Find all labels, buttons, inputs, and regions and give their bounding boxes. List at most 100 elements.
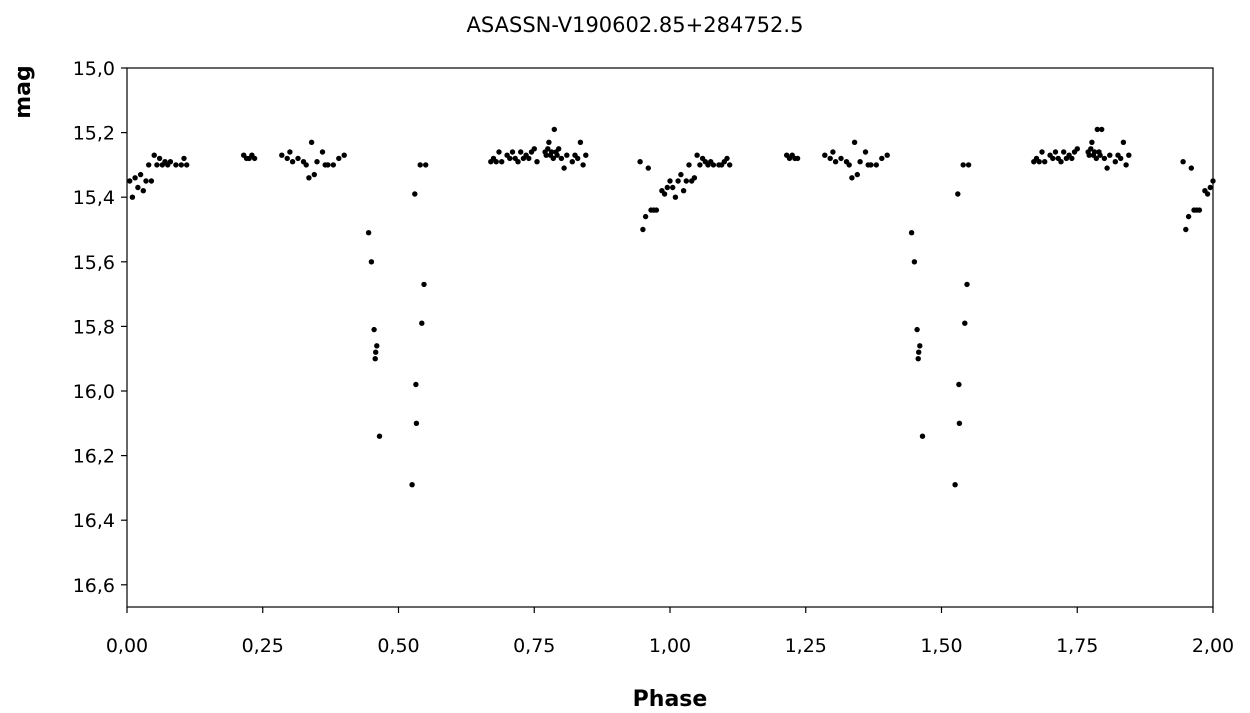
data-point <box>1052 149 1059 155</box>
data-point <box>561 165 567 171</box>
y-tick-label: 15,4 <box>73 187 115 209</box>
data-point <box>554 152 560 158</box>
data-point <box>637 159 643 165</box>
data-point <box>911 259 918 265</box>
data-point <box>1094 126 1101 133</box>
data-point <box>564 152 570 158</box>
data-point <box>368 259 375 265</box>
y-tick-label: 15,0 <box>73 58 115 80</box>
data-point <box>531 146 537 152</box>
data-point <box>873 162 879 168</box>
data-point <box>1207 184 1214 191</box>
data-point <box>154 162 160 168</box>
data-point <box>507 155 513 162</box>
data-point <box>683 178 689 184</box>
data-point <box>794 155 801 162</box>
data-point <box>509 149 516 155</box>
data-series <box>127 126 1216 488</box>
x-axis: 0,00 0,25 0,50 0,75 1,00 1,25 1,50 1,75 2,00 <box>106 607 1234 657</box>
data-point <box>371 326 377 333</box>
data-point <box>545 146 551 152</box>
y-tick-label: 16,4 <box>73 510 115 532</box>
data-point <box>583 152 589 158</box>
data-point <box>1126 152 1132 158</box>
data-point <box>1050 155 1056 162</box>
data-point <box>642 213 649 220</box>
data-point <box>135 184 141 191</box>
y-tick-label: 16,6 <box>73 575 115 597</box>
data-point <box>151 152 157 158</box>
data-point <box>1196 207 1203 213</box>
data-point <box>365 230 372 236</box>
data-point <box>846 162 852 168</box>
data-point <box>295 155 301 162</box>
y-axis: 15,0 15,2 15,4 15,6 15,8 16,0 16,2 16,4 16,6 <box>73 58 127 597</box>
data-point <box>1086 152 1092 158</box>
data-point <box>1061 149 1067 155</box>
data-point <box>1188 165 1195 171</box>
data-point <box>1089 139 1095 145</box>
data-point <box>710 162 717 168</box>
data-point <box>1036 159 1042 165</box>
data-point <box>306 175 312 181</box>
data-point <box>534 159 540 165</box>
data-point <box>543 152 549 158</box>
x-tick-label: 0,75 <box>513 635 555 657</box>
data-point <box>143 178 149 184</box>
data-point <box>499 159 505 165</box>
data-point <box>284 155 290 162</box>
data-point <box>965 162 972 168</box>
data-point <box>413 381 419 388</box>
data-point <box>857 159 863 165</box>
data-point <box>412 191 418 197</box>
data-point <box>146 162 152 168</box>
data-point <box>1091 149 1098 155</box>
data-point <box>832 159 839 165</box>
data-point <box>915 356 921 362</box>
data-point <box>127 178 133 184</box>
y-tick-label: 15,6 <box>73 252 115 274</box>
data-point <box>173 162 179 168</box>
data-point <box>678 171 684 178</box>
data-point <box>1104 165 1110 171</box>
data-point <box>1107 152 1113 158</box>
y-axis-title: mag <box>11 65 36 119</box>
data-point <box>1099 126 1105 133</box>
data-point <box>319 149 326 155</box>
data-point <box>827 155 833 162</box>
data-point <box>423 162 429 168</box>
data-point <box>849 175 855 181</box>
data-point <box>727 162 733 168</box>
data-point <box>916 349 922 355</box>
data-point <box>178 162 184 168</box>
data-point <box>1210 178 1216 184</box>
data-point <box>289 159 296 165</box>
data-point <box>862 149 869 155</box>
data-point <box>868 162 874 168</box>
y-tick-label: 16,0 <box>73 381 115 403</box>
data-point <box>680 188 687 194</box>
data-point <box>1074 146 1081 152</box>
data-point <box>1069 155 1075 162</box>
data-point <box>1123 162 1129 168</box>
data-point <box>137 171 144 178</box>
data-point <box>181 155 187 162</box>
data-point <box>341 152 347 158</box>
data-point <box>336 155 342 162</box>
data-point <box>830 149 836 155</box>
data-point <box>697 162 703 168</box>
data-point <box>675 178 681 184</box>
data-point <box>374 343 380 349</box>
x-tick-label: 1,75 <box>1056 635 1098 657</box>
data-point <box>526 155 532 162</box>
data-point <box>493 159 499 165</box>
data-point <box>908 230 915 236</box>
data-point <box>667 178 673 184</box>
data-point <box>1180 159 1186 165</box>
data-point <box>129 194 136 200</box>
data-point <box>496 149 502 155</box>
data-point <box>917 343 923 349</box>
x-tick-label: 1,25 <box>785 635 827 657</box>
data-point <box>962 320 968 326</box>
